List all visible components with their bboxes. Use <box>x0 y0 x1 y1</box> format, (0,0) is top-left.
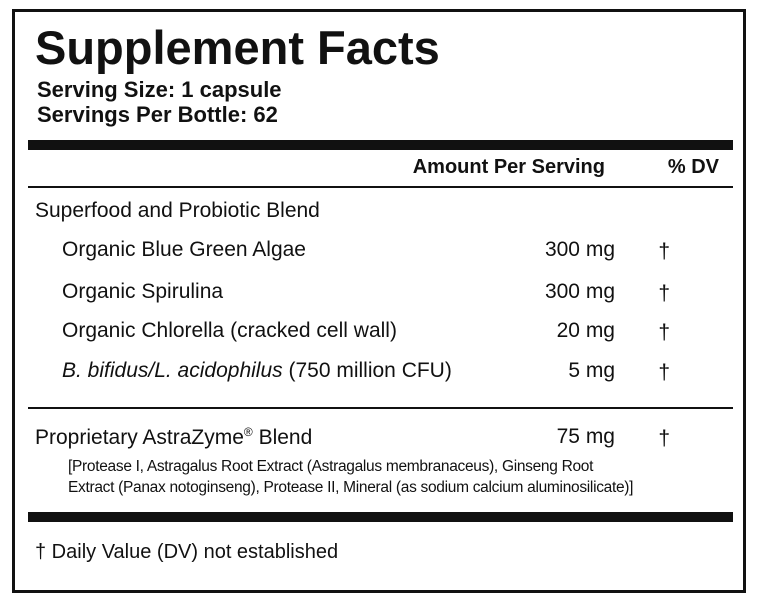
name-part: Blend <box>252 426 313 449</box>
dv: † <box>658 321 670 344</box>
name-part: Proprietary AstraZyme <box>35 426 244 449</box>
ingredients-line: [Protease I, Astragalus Root Extract (As… <box>68 458 594 475</box>
name-part: Organic Spirulina <box>62 280 224 303</box>
amount: 5 mg <box>568 359 615 382</box>
serving-size: Serving Size: 1 capsule <box>37 77 282 102</box>
name-part: B. bifidus/L. acidophilus <box>62 359 283 382</box>
amount-header: Amount Per Serving <box>412 156 605 178</box>
amount: 300 mg <box>544 238 615 261</box>
name-part: Organic Blue Green Algae <box>62 238 306 261</box>
dv: † <box>658 427 670 450</box>
supplement-label: Supplement Facts Serving Size: 1 capsule… <box>12 9 746 593</box>
ingredient-name: Organic Chlorella (cracked cell wall) <box>62 319 397 343</box>
ingredient-name: Organic Spirulina <box>62 280 223 304</box>
thick-rule <box>28 140 733 150</box>
dv: † <box>658 282 670 305</box>
title: Supplement Facts <box>35 21 440 74</box>
ingredient-name: Organic Blue Green Algae <box>62 238 306 262</box>
thin-rule <box>28 407 733 409</box>
dv-header: % DV <box>667 156 719 178</box>
blend-name: Superfood and Probiotic Blend <box>35 199 320 222</box>
thick-rule <box>28 512 733 522</box>
name-part: ® <box>243 425 253 439</box>
footnote: † Daily Value (DV) not established <box>35 541 339 563</box>
name-part: Organic Chlorella (cracked cell wall) <box>62 319 397 342</box>
servings-per: Servings Per Bottle: 62 <box>37 102 278 127</box>
dv: † <box>658 361 670 384</box>
amount: 75 mg <box>556 425 615 448</box>
thin-rule <box>28 186 733 188</box>
name-part: (750 million CFU) <box>282 359 452 382</box>
ingredient-name: B. bifidus/L. acidophilus (750 million C… <box>62 359 452 383</box>
amount: 300 mg <box>544 280 615 303</box>
ingredients-line: Extract (Panax notoginseng), Protease II… <box>68 479 634 496</box>
dv: † <box>658 240 670 263</box>
amount: 20 mg <box>556 319 615 342</box>
ingredient-name: Proprietary AstraZyme® Blend <box>35 425 312 450</box>
